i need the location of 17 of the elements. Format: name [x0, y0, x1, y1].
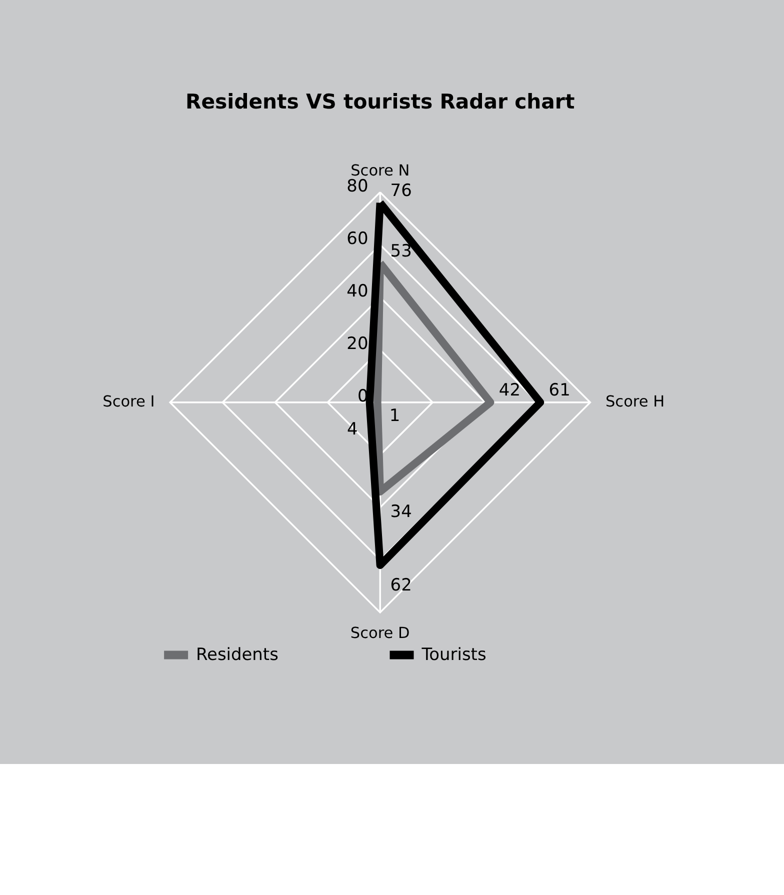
data-label: 4 [346, 418, 358, 439]
data-label: 53 [390, 240, 412, 260]
legend-label: Tourists [420, 644, 486, 664]
data-label: 62 [390, 574, 412, 595]
y-tick-label: 20 [346, 332, 368, 353]
data-label: 61 [548, 380, 570, 400]
data-label: 42 [498, 380, 520, 400]
legend-label: Residents [196, 644, 278, 664]
chart-title: Residents VS tourists Radar chart [186, 89, 575, 114]
data-label: 1 [389, 405, 400, 426]
spoke-label: Score I [102, 392, 155, 411]
y-tick-label: 60 [346, 228, 368, 248]
y-tick-label: 40 [346, 280, 368, 300]
data-label: 76 [390, 180, 412, 200]
spoke-label: Score H [605, 392, 665, 411]
data-label: 34 [390, 501, 412, 522]
spoke-label: Score D [350, 624, 410, 642]
